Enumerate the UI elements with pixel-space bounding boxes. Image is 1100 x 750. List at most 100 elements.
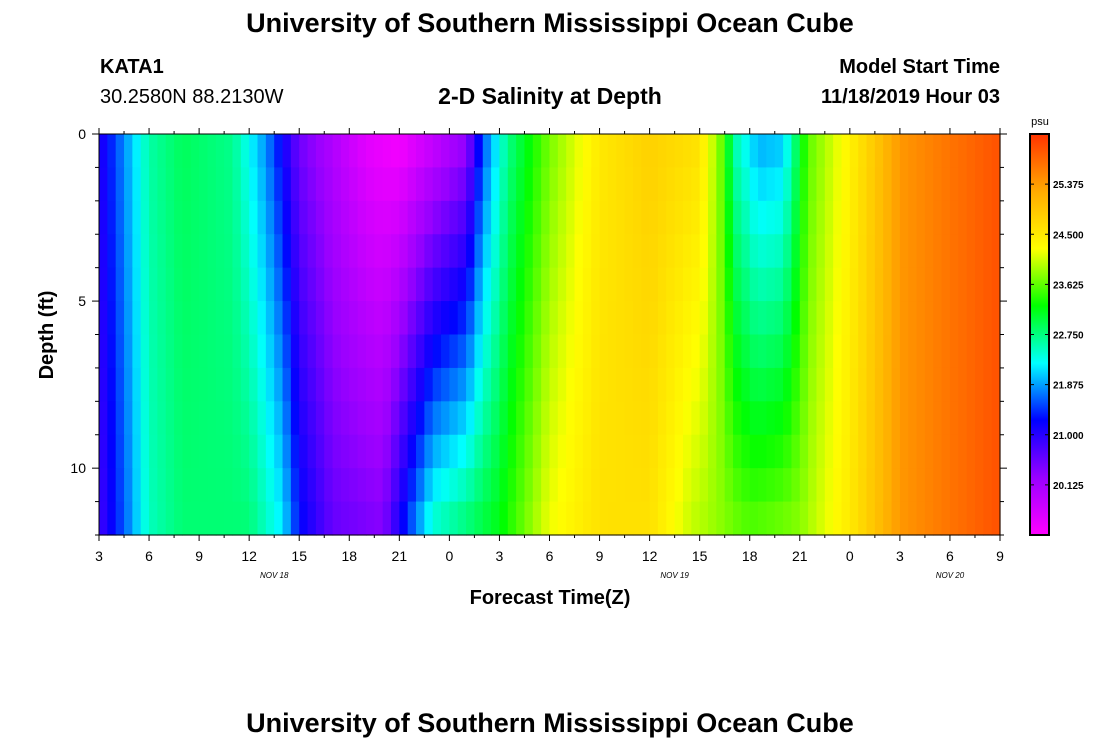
heatmap-cell bbox=[749, 267, 759, 302]
heatmap-cell bbox=[841, 367, 851, 402]
heatmap-cell bbox=[866, 501, 876, 536]
heatmap-cell bbox=[833, 301, 843, 336]
heatmap-cell bbox=[674, 334, 684, 369]
heatmap-cell bbox=[340, 167, 350, 202]
heatmap-cell bbox=[340, 267, 350, 302]
heatmap-cell bbox=[274, 167, 284, 202]
heatmap-cell bbox=[799, 200, 809, 235]
heatmap-cell bbox=[390, 234, 400, 269]
heatmap-cell bbox=[733, 167, 742, 202]
heatmap-cell bbox=[591, 434, 601, 469]
heatmap-cell bbox=[115, 267, 125, 302]
heatmap-cell bbox=[758, 167, 767, 202]
heatmap-cell bbox=[224, 334, 234, 369]
heatmap-cell bbox=[532, 267, 542, 302]
heatmap-cell bbox=[874, 134, 884, 169]
heatmap-cell bbox=[632, 434, 642, 469]
heatmap-cell bbox=[783, 434, 793, 469]
heatmap-cell bbox=[257, 401, 267, 436]
heatmap-cell bbox=[941, 334, 951, 369]
heatmap-cell bbox=[674, 301, 684, 336]
heatmap-cell bbox=[507, 501, 517, 536]
heatmap-cell bbox=[307, 301, 317, 336]
heatmap-cell bbox=[507, 267, 517, 302]
heatmap-cell bbox=[699, 434, 709, 469]
heatmap-cell bbox=[891, 367, 901, 402]
heatmap-cell bbox=[340, 501, 350, 536]
heatmap-cell bbox=[524, 234, 534, 269]
heatmap-cell bbox=[165, 434, 175, 469]
heatmap-cell bbox=[466, 267, 476, 302]
heatmap-cell bbox=[566, 267, 576, 302]
heatmap-cell bbox=[833, 434, 843, 469]
heatmap-cell bbox=[165, 234, 175, 269]
heatmap-cell bbox=[332, 434, 342, 469]
heatmap-cell bbox=[733, 301, 742, 336]
heatmap-cell bbox=[774, 334, 784, 369]
heatmap-cell bbox=[799, 134, 809, 169]
heatmap-cell bbox=[591, 134, 601, 169]
heatmap-cell bbox=[282, 401, 292, 436]
heatmap-cell bbox=[657, 434, 667, 469]
heatmap-cell bbox=[207, 501, 217, 536]
heatmap-cell bbox=[858, 501, 868, 536]
heatmap-cell bbox=[941, 267, 951, 302]
heatmap-cell bbox=[816, 401, 826, 436]
heatmap-cell bbox=[549, 334, 559, 369]
heatmap-cell bbox=[149, 134, 158, 169]
heatmap-cell bbox=[549, 234, 559, 269]
heatmap-cell bbox=[182, 301, 192, 336]
heatmap-cell bbox=[524, 134, 534, 169]
heatmap-cell bbox=[641, 434, 651, 469]
heatmap-cell bbox=[791, 234, 801, 269]
heatmap-cell bbox=[424, 401, 434, 436]
heatmap-cell bbox=[616, 501, 626, 536]
heatmap-cell bbox=[641, 167, 651, 202]
heatmap-cell bbox=[541, 468, 551, 503]
heatmap-cell bbox=[958, 367, 968, 402]
heatmap-cell bbox=[516, 200, 526, 235]
heatmap-cell bbox=[390, 167, 400, 202]
heatmap-cell bbox=[432, 234, 442, 269]
heatmap-cell bbox=[390, 200, 400, 235]
heatmap-cell bbox=[257, 367, 267, 402]
heatmap-cell bbox=[858, 134, 868, 169]
heatmap-cell bbox=[524, 301, 534, 336]
heatmap-cell bbox=[733, 234, 742, 269]
heatmap-cell bbox=[849, 301, 859, 336]
heatmap-cell bbox=[758, 301, 767, 336]
heatmap-cell bbox=[874, 468, 884, 503]
heatmap-cell bbox=[265, 401, 275, 436]
heatmap-cell bbox=[99, 468, 108, 503]
heatmap-cell bbox=[858, 301, 868, 336]
heatmap-cell bbox=[324, 301, 334, 336]
heatmap-cell bbox=[657, 234, 667, 269]
heatmap-cell bbox=[399, 200, 409, 235]
heatmap-cell bbox=[249, 134, 259, 169]
heatmap-cell bbox=[507, 367, 517, 402]
heatmap-cell bbox=[374, 267, 384, 302]
heatmap-cell bbox=[582, 334, 592, 369]
heatmap-cell bbox=[232, 167, 242, 202]
heatmap-cell bbox=[124, 401, 133, 436]
heatmap-cell bbox=[149, 234, 158, 269]
heatmap-cell bbox=[115, 167, 125, 202]
heatmap-cell bbox=[274, 401, 284, 436]
heatmap-cell bbox=[340, 434, 350, 469]
heatmap-cell bbox=[774, 200, 784, 235]
heatmap-cell bbox=[466, 501, 476, 536]
heatmap-cell bbox=[174, 301, 184, 336]
heatmap-cell bbox=[399, 367, 409, 402]
heatmap-cell bbox=[407, 234, 417, 269]
heatmap-cell bbox=[599, 200, 609, 235]
heatmap-cell bbox=[841, 468, 851, 503]
y-tick-label: 10 bbox=[70, 460, 86, 476]
heatmap-cell bbox=[758, 434, 767, 469]
heatmap-cell bbox=[974, 234, 984, 269]
heatmap-cell bbox=[274, 501, 284, 536]
heatmap-cell bbox=[132, 434, 142, 469]
heatmap-cell bbox=[374, 434, 384, 469]
heatmap-cell bbox=[733, 134, 742, 169]
heatmap-cell bbox=[758, 367, 767, 402]
heatmap-cell bbox=[599, 334, 609, 369]
